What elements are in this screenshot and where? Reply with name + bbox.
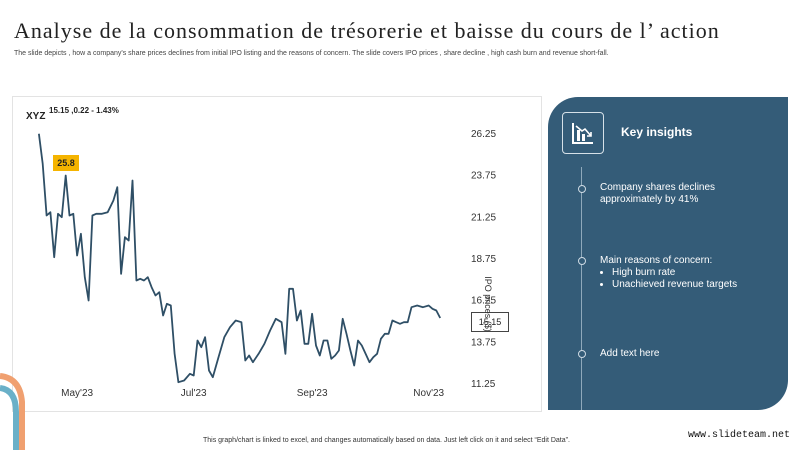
timeline-dot xyxy=(578,350,586,358)
x-tick-label: Nov'23 xyxy=(413,388,444,399)
slide-subtitle: The slide depicts , how a company's shar… xyxy=(14,50,609,57)
ipo-price-badge: 25.8 xyxy=(53,155,79,171)
watermark: www.slideteam.net xyxy=(688,430,791,441)
line-chart-plot: 26.25 23.75 21.25 18.75 16.25 13.75 11.25 May'2… xyxy=(38,129,496,399)
slide-title: Analyse de la consommation de trésorerie… xyxy=(14,18,720,43)
y-axis-label: IPO prices ($) xyxy=(483,276,493,332)
key-insights-title: Key insights xyxy=(621,125,693,139)
last-price-label: 15.15 xyxy=(471,312,509,332)
price-series-line xyxy=(38,133,441,384)
insight-bullet: Unachieved revenue targets xyxy=(612,279,780,291)
timeline-dot xyxy=(578,257,586,265)
insight-item-1: Company shares declines approximately by… xyxy=(600,182,716,205)
y-tick-label: 26.25 xyxy=(471,129,496,140)
timeline-line xyxy=(581,167,582,410)
x-tick-label: May'23 xyxy=(61,388,93,399)
insight-item-3[interactable]: Add text here xyxy=(600,348,660,359)
y-tick-label: 18.75 xyxy=(471,254,496,265)
share-price-chart[interactable]: 26.25 23.75 21.25 18.75 16.25 13.75 11.25 May'2… xyxy=(12,96,542,412)
y-tick-label: 23.75 xyxy=(471,171,496,182)
key-insights-panel: Key insights Company shares declines app… xyxy=(548,97,788,410)
x-tick-label: Sep'23 xyxy=(297,388,328,399)
timeline-dot xyxy=(578,185,586,193)
y-tick-label: 11.25 xyxy=(471,379,496,390)
ticker-symbol: XYZ xyxy=(26,111,46,122)
ticker-info: 15.15 ,0.22 - 1.43% xyxy=(49,106,119,115)
decorative-accent xyxy=(0,373,25,450)
insight-item-2: Main reasons of concern: High burn rate … xyxy=(600,255,780,291)
declining-chart-icon xyxy=(562,112,604,154)
y-tick-label: 21.25 xyxy=(471,212,496,223)
y-tick-label: 13.75 xyxy=(471,337,496,348)
insight-bullet: High burn rate xyxy=(612,267,780,279)
insight-item-2-heading: Main reasons of concern: xyxy=(600,255,713,266)
footer-note: This graph/chart is linked to excel, and… xyxy=(203,437,570,444)
x-tick-label: Jul'23 xyxy=(181,388,207,399)
y-tick-label: 16.25 xyxy=(471,296,496,307)
